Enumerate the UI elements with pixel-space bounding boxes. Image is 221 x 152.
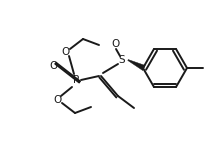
Text: P: P <box>73 75 79 85</box>
Text: O: O <box>49 61 57 71</box>
Text: O: O <box>62 47 70 57</box>
Polygon shape <box>128 60 145 71</box>
Text: S: S <box>119 55 125 65</box>
Text: O: O <box>54 95 62 105</box>
Text: O: O <box>111 39 119 49</box>
